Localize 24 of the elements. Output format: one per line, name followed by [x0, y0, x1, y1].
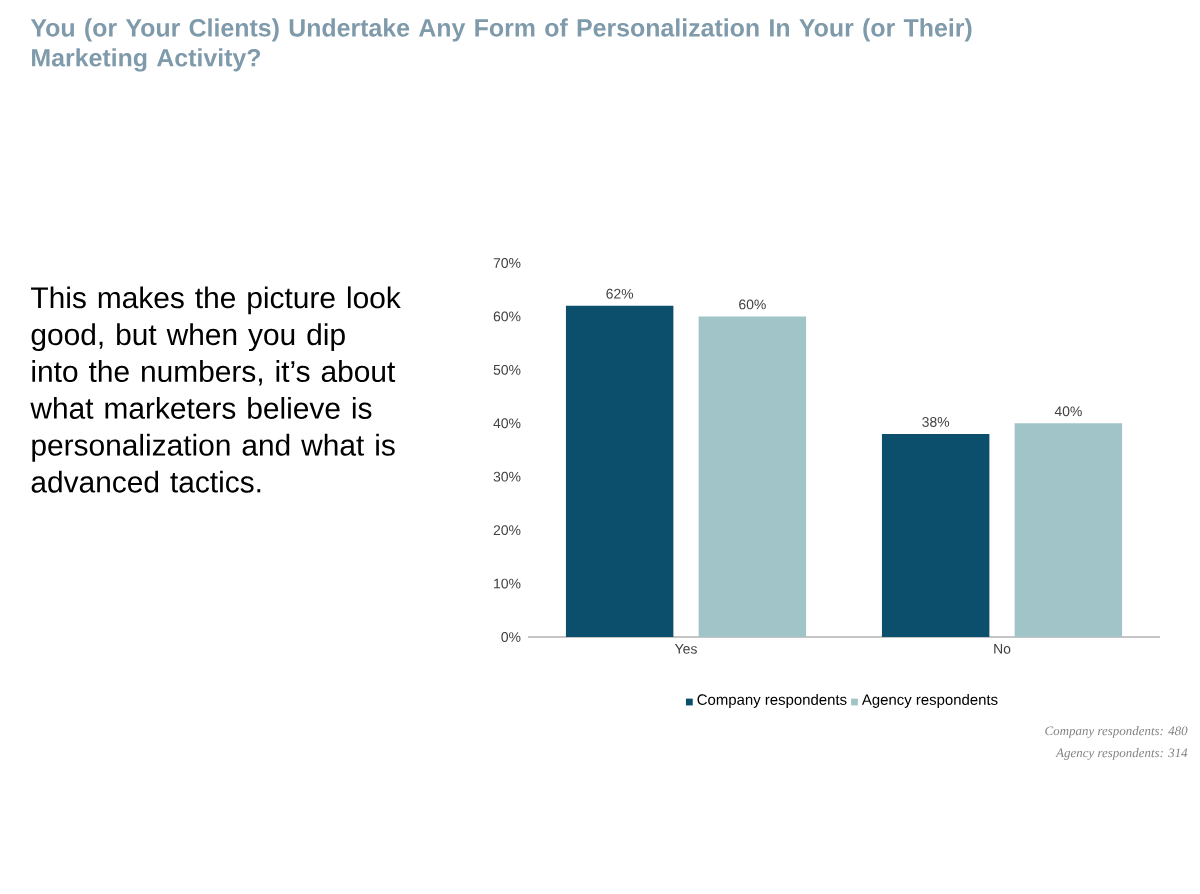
y-tick-label: 60% [493, 311, 521, 322]
bar [1014, 423, 1123, 637]
data-label: 62% [606, 288, 634, 299]
y-tick-label: 40% [493, 418, 521, 429]
y-tick-label: 10% [494, 578, 521, 589]
bar [881, 433, 990, 637]
y-tick-label: 30% [493, 471, 521, 482]
data-label: 40% [1054, 406, 1082, 417]
bar [565, 305, 674, 637]
bar [698, 316, 807, 637]
x-tick-label: No [994, 644, 1011, 654]
y-tick-label: 20% [493, 525, 521, 536]
y-tick-label: 0% [501, 632, 521, 642]
y-tick-label: 50% [493, 364, 521, 375]
data-label: 60% [739, 299, 766, 310]
text: Company respondents: 480 [1045, 726, 1188, 738]
data-label: 38% [922, 417, 950, 427]
y-tick-label: 70% [493, 258, 521, 268]
text: This makes the picture look good, but when you dip into the numbers, it’s about what marketers believe is personalization and what is advanced tactics. [30, 286, 401, 493]
legend-label: Company respondents [697, 693, 847, 708]
chart-title: You (or Your Clients) Undertake Any Form of Personalization In Your (or Their) Marketing Activity? [30, 18, 972, 72]
legend-label: Agency respondents [861, 693, 998, 708]
x-tick-label: Yes [674, 644, 697, 654]
text: Agency respondents: 314 [1055, 748, 1188, 760]
